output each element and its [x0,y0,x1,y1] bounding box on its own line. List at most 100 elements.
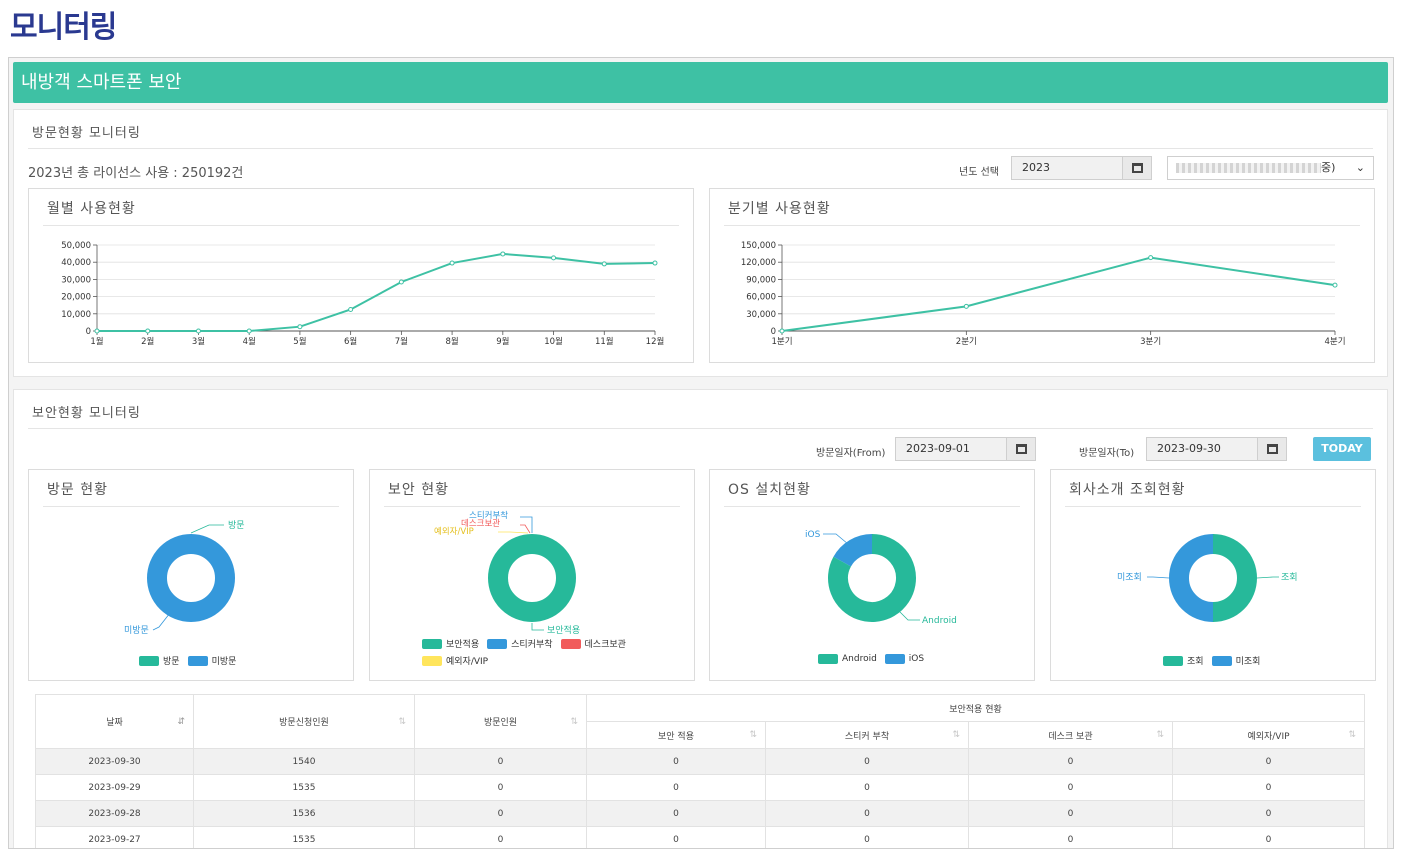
table-row[interactable]: 2023-09-28 1536 0 0 0 0 0 [35,800,1365,827]
from-date-input[interactable]: 2023-09-01 [895,437,1007,461]
quarter-usage-title: 분기별 사용현황 [728,201,831,217]
col-header-visitors[interactable]: 방문인원 ⇅ [414,694,587,749]
y-tick-label: 90,000 [746,275,776,285]
y-tick-label: 30,000 [61,275,91,285]
callout-line-visited [190,524,224,534]
monthly-data-point[interactable] [348,307,354,312]
section-header: 내방객 스마트폰 보안 [13,62,1388,103]
col-header-vip[interactable]: 예외자/VIP ⇅ [1172,721,1365,749]
legend-label: 미방문 [211,657,237,667]
legend-label: 스티커부착 [511,640,553,650]
table-cell: 0 [414,748,587,775]
col-header-applicants[interactable]: 방문신청인원 ⇅ [193,694,415,749]
calendar-icon [1015,444,1027,454]
col-header-sticker[interactable]: 스티커 부착 ⇅ [765,721,969,749]
donut-slice-Android[interactable] [828,534,916,622]
callout-line-desk [520,524,531,534]
visit-monitoring-title: 방문현황 모니터링 [32,126,141,141]
x-tick-label: 11월 [595,336,614,347]
y-tick-label: 0 [771,327,776,337]
table-row[interactable]: 2023-09-29 1535 0 0 0 0 0 [35,774,1365,801]
table-row[interactable]: 2023-09-27 1535 0 0 0 0 0 [35,826,1365,848]
quarter-data-point[interactable] [1148,255,1154,261]
table-cell: 0 [765,748,969,775]
monthly-data-point[interactable] [195,328,201,334]
table-cell: 2023-09-29 [35,774,194,801]
x-tick-label: 7월 [395,336,408,347]
sort-icon: ⇅ [749,730,757,740]
donut-slice-조회[interactable] [1212,534,1257,622]
col-header-applied[interactable]: 보안 적용 ⇅ [586,721,766,749]
quarter-data-point[interactable] [1332,282,1338,288]
table-cell: 1536 [193,800,415,827]
callout-line-not-visited [152,612,171,631]
callout-line-android [895,607,920,621]
os-legend: Android iOS [818,654,924,664]
company-intro-title: 회사소개 조회현황 [1069,482,1186,498]
monthly-data-point[interactable] [652,260,658,266]
quarter-data-point[interactable] [963,303,969,309]
legend-label: 조회 [1187,657,1204,667]
monthly-data-point[interactable] [449,260,455,266]
table-cell: 0 [1172,748,1365,775]
table-row[interactable]: 2023-09-30 1540 0 0 0 0 0 [35,748,1365,775]
from-calendar-button[interactable] [1006,437,1036,461]
callout-line-not-viewed [1147,576,1170,579]
col-header-desk[interactable]: 데스크 보관 ⇅ [968,721,1173,749]
x-tick-label: 1월 [90,336,103,347]
company-select[interactable]: 중) ⌄ [1167,156,1374,180]
visit-donut-chart: 방문 미방문 [124,520,245,636]
monthly-usage-title: 월별 사용현황 [47,201,136,217]
to-date-input[interactable]: 2023-09-30 [1146,437,1258,461]
monthly-data-point[interactable] [297,324,303,330]
calendar-icon [1131,163,1143,173]
x-tick-label: 3분기 [1140,337,1161,347]
visit-status-title: 방문 현황 [47,482,108,498]
security-monitoring-title: 보안현황 모니터링 [32,406,141,421]
x-tick-label: 4분기 [1324,337,1345,347]
y-tick-label: 40,000 [61,258,91,268]
today-button[interactable]: TODAY [1313,437,1371,461]
monthly-data-point[interactable] [551,255,557,261]
x-tick-label: 9월 [496,336,509,347]
y-tick-label: 20,000 [61,293,91,303]
visit-status-card: 방문 현황 방문 미방문 방문 미방문 [28,469,354,681]
monthly-data-point[interactable] [94,328,100,334]
callout-label-viewed: 조회 [1281,572,1298,583]
company-intro-card: 회사소개 조회현황 조회 미조회 조회 미조회 [1050,469,1376,681]
x-tick-label: 2분기 [956,337,977,347]
monthly-data-point[interactable] [145,328,151,334]
x-tick-label: 2월 [141,336,154,347]
security-status-card: 보안 현황 스티커부착 데스크보관 예외자/VIP 보안적용 보안적용 스티커부… [369,469,695,681]
table-cell: 0 [586,774,766,801]
table-cell: 0 [414,774,587,801]
monthly-data-point[interactable] [601,261,607,267]
callout-label-visited: 방문 [228,520,245,531]
license-usage-text: 2023년 총 라이선스 사용 : 250192건 [28,166,244,181]
redacted-company-name [1176,163,1321,173]
table-cell: 0 [414,826,587,848]
table-cell: 0 [765,826,969,848]
table-cell: 0 [586,826,766,848]
monthly-data-point[interactable] [246,328,252,334]
to-calendar-button[interactable] [1257,437,1287,461]
donut-slice-applied [488,534,576,622]
x-tick-label: 4월 [243,336,256,347]
quarter-series-line [781,256,1336,332]
col-header-date[interactable]: 날짜 ⇵ [35,694,194,749]
monthly-data-point[interactable] [500,251,506,257]
security-status-title: 보안 현황 [388,482,449,498]
donut-slice-미조회[interactable] [1169,534,1214,622]
legend-label: Android [842,654,877,664]
main-container: 내방객 스마트폰 보안 방문현황 모니터링 2023년 총 라이선스 사용 : … [8,57,1394,849]
table-cell: 0 [968,774,1173,801]
monthly-data-point[interactable] [398,279,404,285]
donut-slice-iOS[interactable] [833,534,873,567]
year-input[interactable]: 2023 [1011,156,1123,180]
year-calendar-button[interactable] [1122,156,1152,180]
y-tick-label: 0 [86,327,91,337]
quarter-data-point[interactable] [779,328,785,334]
table-cell: 0 [765,800,969,827]
from-date-label: 방문일자(From) [816,448,886,459]
year-select-label: 년도 선택 [959,167,999,178]
